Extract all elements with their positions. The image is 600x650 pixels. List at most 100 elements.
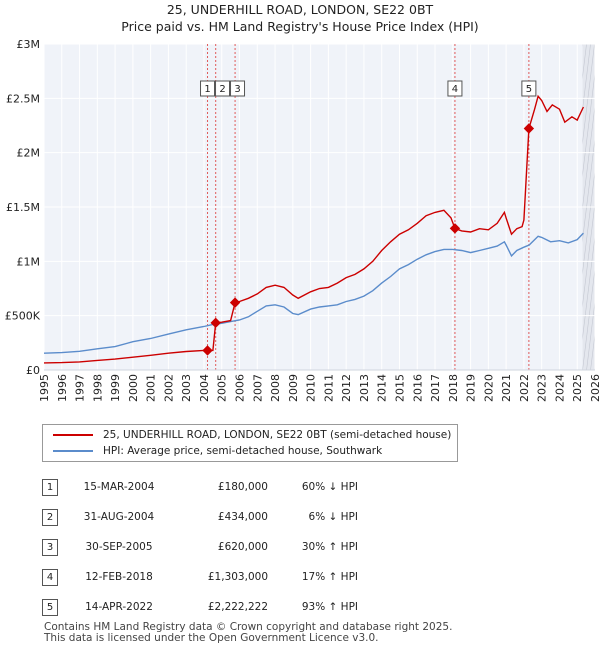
hpi-line xyxy=(43,232,584,354)
sale-label-box xyxy=(521,80,537,97)
footer-license: This data is licensed under the Open Gov… xyxy=(44,632,379,644)
x-tick-label: 2011 xyxy=(322,374,335,402)
sales-table: 1 15-MAR-2004 £180,000 60% ↓ HPI 2 31-AU… xyxy=(42,472,358,622)
sale-point xyxy=(523,123,535,134)
x-tick-label: 2000 xyxy=(127,374,140,402)
sale-date: 31-AUG-2004 xyxy=(83,511,155,523)
sale-point xyxy=(229,297,241,308)
sale-date: 15-MAR-2004 xyxy=(83,481,155,493)
y-tick-label: £2M xyxy=(17,147,41,160)
cell-num: 5 xyxy=(42,592,58,622)
x-tick-label: 2007 xyxy=(251,374,264,402)
x-tick-label: 1999 xyxy=(109,374,122,402)
sale-label-number: 2 xyxy=(219,84,225,95)
y-tick-label: £1M xyxy=(17,255,41,268)
x-tick-label: 2012 xyxy=(340,374,353,402)
x-tick-label: 1996 xyxy=(56,374,69,402)
sale-points xyxy=(202,123,535,356)
x-tick-label: 2005 xyxy=(216,374,229,402)
sale-label-box xyxy=(230,80,246,97)
sale-price: £2,222,222 xyxy=(207,601,268,613)
cell-num: 3 xyxy=(42,532,58,562)
sale-number: 2 xyxy=(42,508,58,526)
x-tick-label: 2017 xyxy=(429,374,442,402)
y-tick-label: £1.5M xyxy=(6,201,40,214)
sale-price: £434,000 xyxy=(217,511,268,523)
x-tick-label: 2013 xyxy=(358,374,371,402)
x-tick-label: 1997 xyxy=(74,374,87,402)
x-tick-label: 2018 xyxy=(447,374,460,402)
sale-label-number: 5 xyxy=(526,84,532,95)
sale-hpi-diff: 6% ↓ HPI xyxy=(308,511,358,523)
x-tick-label: 2010 xyxy=(305,374,318,402)
x-tick-label: 1995 xyxy=(38,374,51,402)
sale-hpi-diff: 60% ↓ HPI xyxy=(301,481,358,493)
x-tick-label: 2006 xyxy=(234,374,247,402)
x-tick-label: 2026 xyxy=(589,374,600,402)
sale-label-number: 4 xyxy=(452,84,458,95)
footer: Contains HM Land Registry data © Crown c… xyxy=(44,622,452,644)
chart-subtitle: Price paid vs. HM Land Registry's House … xyxy=(121,19,479,34)
sale-point xyxy=(202,345,213,356)
legend-swatch-property xyxy=(53,434,93,436)
sale-point xyxy=(210,317,221,329)
sale-number: 5 xyxy=(42,598,58,616)
sale-date: 14-APR-2022 xyxy=(85,601,153,613)
table-row: 4 12-FEB-2018 £1,303,000 17% ↑ HPI xyxy=(42,562,358,592)
x-tick-label: 2023 xyxy=(536,374,549,402)
legend-label-hpi: HPI: Average price, semi-detached house,… xyxy=(103,445,383,457)
sale-label-number: 3 xyxy=(234,84,240,95)
y-tick-label: £0 xyxy=(26,364,40,377)
cell-num: 2 xyxy=(42,502,58,532)
x-tick-label: 2009 xyxy=(287,374,300,402)
x-tick-label: 2015 xyxy=(393,374,406,402)
sale-hpi-diff: 17% ↑ HPI xyxy=(301,571,358,583)
legend-swatch-hpi xyxy=(53,450,93,452)
sale-hpi-diff: 93% ↑ HPI xyxy=(301,601,358,613)
x-tick-label: 2020 xyxy=(482,374,495,402)
cell-num: 4 xyxy=(42,562,58,592)
cell-num: 1 xyxy=(42,472,58,502)
sale-date: 30-SEP-2005 xyxy=(85,541,153,553)
table-row: 1 15-MAR-2004 £180,000 60% ↓ HPI xyxy=(42,472,358,502)
sale-number: 1 xyxy=(42,478,58,496)
y-axis: £0 £500K £1M £1.5M £2M £2.5M £3M xyxy=(5,38,41,377)
table-row: 3 30-SEP-2005 £620,000 30% ↑ HPI xyxy=(42,532,358,562)
sale-price: £1,303,000 xyxy=(207,571,268,583)
sale-number: 4 xyxy=(42,568,58,586)
y-tick-label: £500K xyxy=(5,310,41,323)
sale-label-box xyxy=(200,80,216,97)
x-tick-label: 1998 xyxy=(91,374,104,402)
x-tick-label: 2014 xyxy=(376,374,389,402)
x-tick-label: 2025 xyxy=(571,374,584,402)
sale-number: 3 xyxy=(42,538,58,556)
sale-date: 12-FEB-2018 xyxy=(85,571,153,583)
table-row: 5 14-APR-2022 £2,222,222 93% ↑ HPI xyxy=(42,592,358,622)
x-tick-label: 2003 xyxy=(180,374,193,402)
x-axis: 1995 1996 1997 1998 1999 2000 2001 2002 2003 2004… xyxy=(38,369,600,402)
legend-item-property: 25, UNDERHILL ROAD, LONDON, SE22 0BT (se… xyxy=(53,427,451,443)
table-row: 2 31-AUG-2004 £434,000 6% ↓ HPI xyxy=(42,502,358,532)
x-tick-label: 2024 xyxy=(553,374,566,402)
y-tick-label: £2.5M xyxy=(6,92,40,105)
sale-point xyxy=(449,223,461,234)
x-tick-label: 2016 xyxy=(411,374,424,402)
x-tick-label: 2022 xyxy=(518,374,531,402)
sale-price: £620,000 xyxy=(217,541,268,553)
footer-copyright: Contains HM Land Registry data © Crown c… xyxy=(44,621,453,633)
legend: 25, UNDERHILL ROAD, LONDON, SE22 0BT (se… xyxy=(42,424,458,462)
sale-label-number: 1 xyxy=(204,84,210,95)
sale-label-box xyxy=(447,80,463,97)
y-tick-label: £3M xyxy=(17,38,41,51)
legend-label-property: 25, UNDERHILL ROAD, LONDON, SE22 0BT (se… xyxy=(103,429,452,441)
x-tick-label: 2001 xyxy=(145,374,158,402)
x-tick-label: 2008 xyxy=(269,374,282,402)
x-tick-label: 2019 xyxy=(465,374,478,402)
x-tick-label: 2002 xyxy=(162,374,175,402)
sale-hpi-diff: 30% ↑ HPI xyxy=(301,541,358,553)
x-tick-label: 2021 xyxy=(500,374,513,402)
chart-title: 25, UNDERHILL ROAD, LONDON, SE22 0BT xyxy=(166,2,434,17)
legend-item-hpi: HPI: Average price, semi-detached house,… xyxy=(53,443,382,459)
